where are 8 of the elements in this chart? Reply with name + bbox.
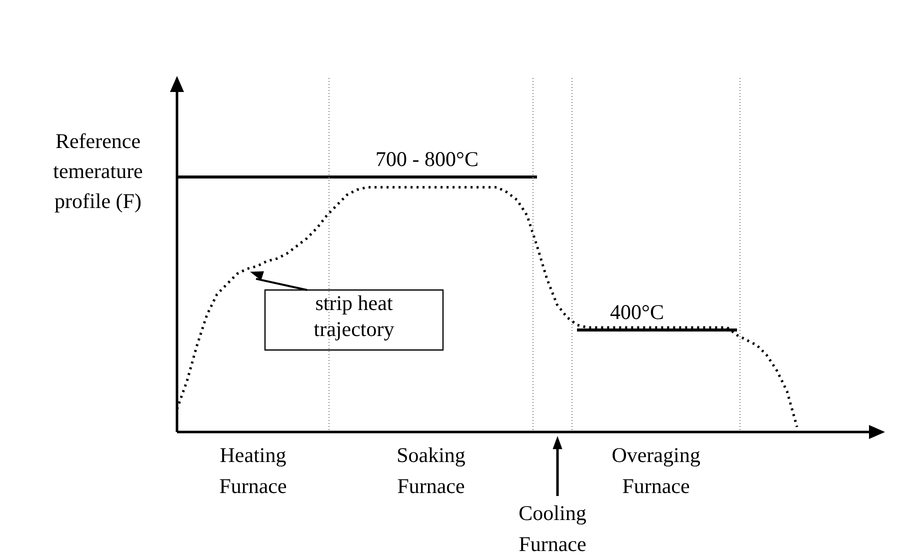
- text: strip heat trajectory: [314, 291, 395, 342]
- series-label: 400°C: [610, 300, 664, 324]
- y-axis-title: Reference temerature profile (F): [53, 129, 143, 214]
- text: Cooling Furnace: [518, 501, 587, 556]
- series-label: 700 - 800°C: [376, 147, 478, 172]
- text: Overaging Furnace: [612, 443, 701, 498]
- text: Heating Furnace: [219, 443, 287, 498]
- text: Soaking Furnace: [396, 443, 466, 498]
